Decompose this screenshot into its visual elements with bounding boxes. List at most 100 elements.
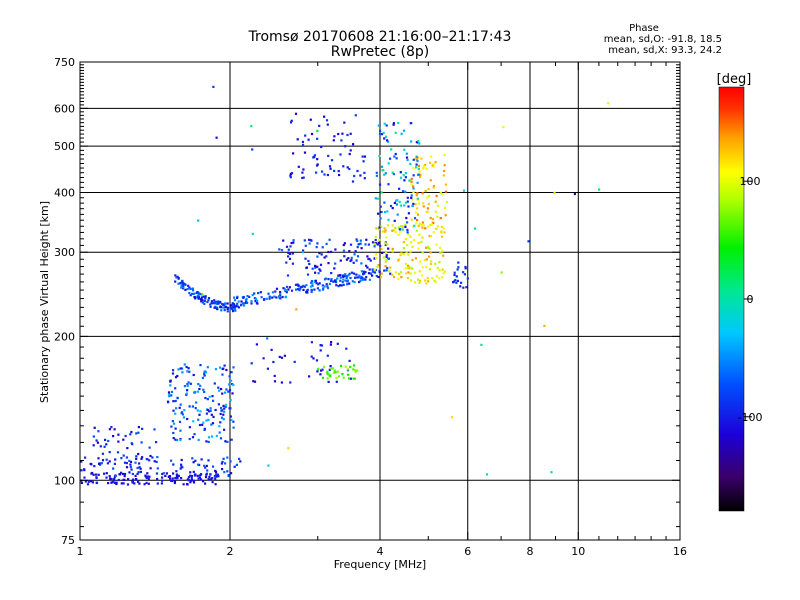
data-point bbox=[324, 277, 328, 280]
data-point bbox=[410, 198, 414, 201]
data-point bbox=[316, 255, 319, 258]
data-point bbox=[399, 271, 402, 274]
data-point bbox=[243, 304, 246, 307]
data-point bbox=[308, 262, 311, 266]
data-point bbox=[378, 183, 382, 186]
data-point bbox=[422, 224, 425, 227]
data-point bbox=[179, 438, 182, 442]
data-point bbox=[215, 473, 218, 476]
data-point bbox=[348, 152, 351, 156]
data-point bbox=[429, 179, 432, 182]
data-point bbox=[363, 177, 366, 180]
data-point bbox=[434, 161, 437, 164]
data-point bbox=[342, 243, 345, 247]
data-point bbox=[352, 143, 355, 146]
cluster-e2-cloud bbox=[166, 363, 235, 443]
data-point bbox=[436, 266, 439, 269]
data-point bbox=[434, 227, 437, 230]
data-point bbox=[233, 299, 237, 302]
data-point bbox=[200, 298, 203, 301]
data-point bbox=[172, 409, 175, 412]
data-point bbox=[386, 139, 389, 142]
data-point bbox=[245, 298, 248, 301]
data-point bbox=[465, 286, 468, 289]
data-point bbox=[206, 398, 209, 401]
data-point bbox=[381, 230, 385, 233]
data-point bbox=[416, 181, 419, 184]
data-point bbox=[209, 473, 212, 476]
data-point bbox=[210, 478, 213, 481]
data-point bbox=[232, 310, 235, 313]
data-point bbox=[440, 235, 444, 238]
data-point bbox=[462, 286, 465, 289]
data-point bbox=[215, 302, 218, 305]
data-point bbox=[345, 258, 348, 261]
data-point bbox=[436, 225, 439, 228]
data-point bbox=[95, 476, 98, 479]
data-point bbox=[211, 395, 214, 398]
data-point bbox=[206, 366, 209, 369]
data-point bbox=[188, 370, 191, 373]
data-point bbox=[211, 422, 215, 425]
data-point bbox=[231, 304, 235, 307]
data-point bbox=[145, 457, 148, 461]
data-point bbox=[415, 166, 418, 169]
data-point bbox=[236, 302, 239, 305]
data-point bbox=[83, 476, 86, 479]
data-point bbox=[423, 163, 427, 167]
data-point bbox=[400, 224, 403, 228]
data-point bbox=[171, 479, 174, 483]
data-point bbox=[294, 112, 298, 115]
data-point bbox=[135, 455, 138, 458]
data-point bbox=[197, 293, 200, 296]
data-point bbox=[257, 292, 260, 295]
data-point bbox=[396, 199, 399, 202]
data-point bbox=[408, 265, 411, 268]
data-point bbox=[310, 132, 314, 136]
data-point bbox=[130, 468, 133, 471]
data-point bbox=[310, 355, 313, 358]
data-point bbox=[342, 275, 345, 278]
data-point bbox=[217, 403, 220, 406]
x-tick-label: 10 bbox=[571, 545, 585, 558]
data-point bbox=[383, 137, 386, 140]
data-point bbox=[299, 285, 302, 289]
data-point bbox=[302, 284, 305, 287]
cluster-sporadic bbox=[197, 85, 610, 476]
data-point bbox=[289, 176, 292, 179]
data-point bbox=[250, 302, 253, 305]
data-point bbox=[240, 303, 243, 306]
data-point bbox=[301, 251, 304, 254]
data-point bbox=[231, 383, 234, 386]
data-point bbox=[161, 476, 164, 479]
data-point bbox=[392, 275, 396, 279]
data-point bbox=[399, 204, 402, 207]
data-point bbox=[282, 239, 285, 242]
data-point bbox=[112, 435, 115, 438]
data-point bbox=[384, 172, 387, 175]
data-point bbox=[429, 224, 432, 227]
gridlines bbox=[80, 62, 680, 540]
data-point bbox=[342, 165, 345, 168]
data-point bbox=[376, 197, 379, 200]
data-point bbox=[204, 297, 207, 300]
data-point bbox=[108, 451, 111, 454]
data-point bbox=[189, 481, 192, 484]
data-point bbox=[204, 396, 207, 400]
data-point bbox=[132, 478, 135, 481]
data-point bbox=[161, 479, 164, 482]
data-point bbox=[337, 375, 341, 378]
data-point bbox=[146, 475, 149, 478]
data-point bbox=[209, 409, 212, 412]
data-point bbox=[438, 269, 441, 272]
data-point bbox=[385, 124, 388, 127]
data-point bbox=[341, 373, 344, 376]
data-point bbox=[216, 473, 219, 476]
data-point bbox=[339, 153, 342, 156]
data-point bbox=[464, 265, 467, 269]
data-point bbox=[206, 469, 209, 472]
data-point bbox=[404, 201, 408, 204]
data-point bbox=[327, 154, 330, 157]
data-point bbox=[167, 391, 171, 394]
data-point bbox=[329, 343, 332, 346]
